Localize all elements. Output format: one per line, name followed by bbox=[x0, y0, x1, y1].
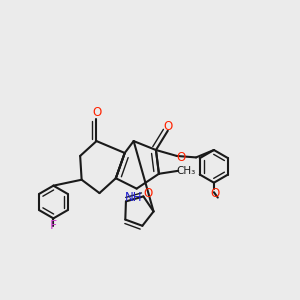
Text: F: F bbox=[50, 219, 57, 232]
Text: CH₃: CH₃ bbox=[176, 166, 195, 176]
Text: O: O bbox=[143, 187, 152, 200]
Text: NH: NH bbox=[125, 191, 142, 204]
Text: O: O bbox=[177, 151, 186, 164]
Text: O: O bbox=[92, 106, 101, 119]
Text: O: O bbox=[211, 188, 220, 200]
Text: O: O bbox=[163, 120, 172, 133]
